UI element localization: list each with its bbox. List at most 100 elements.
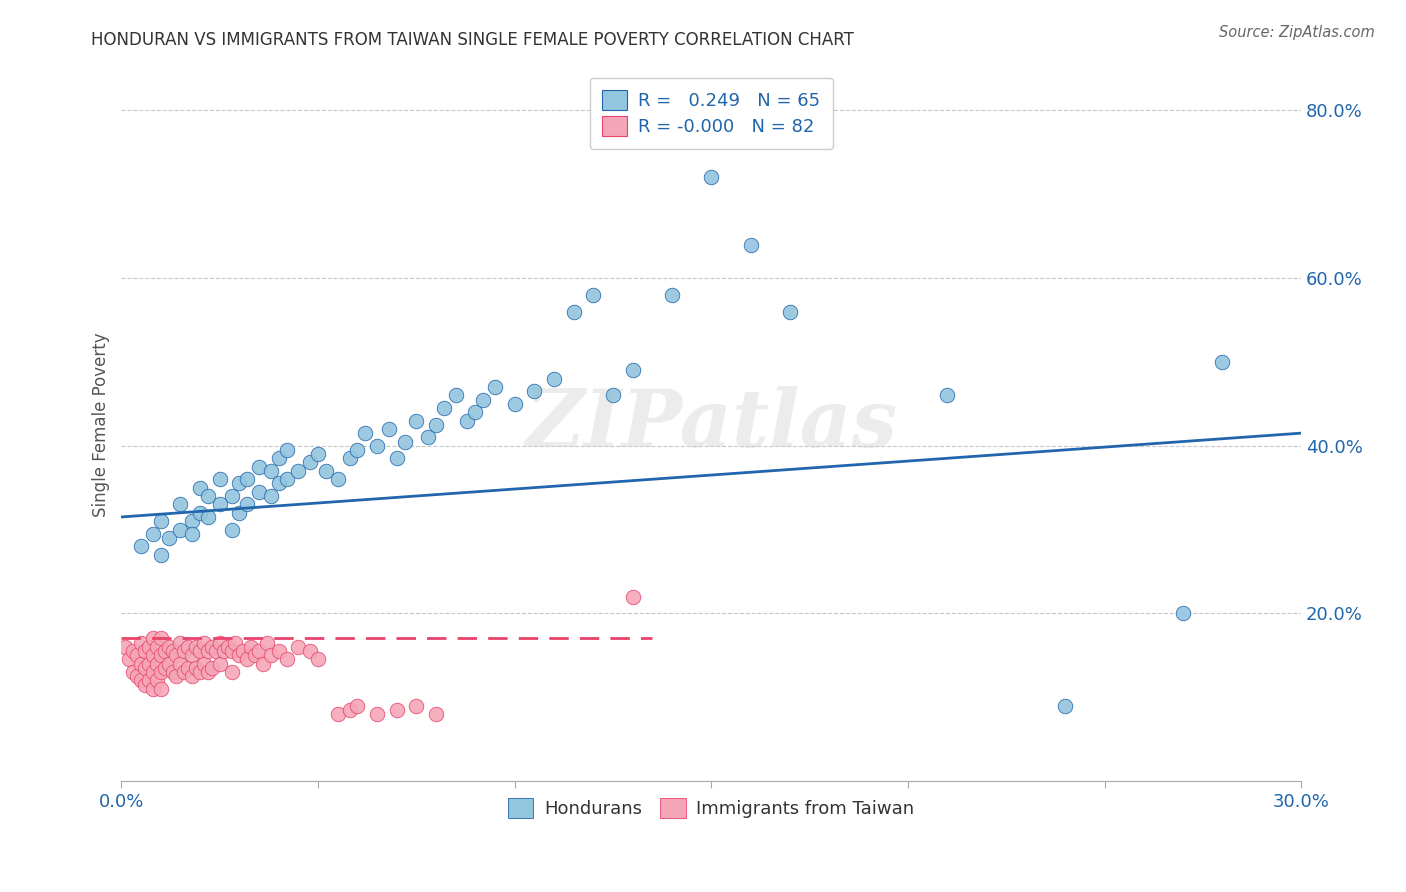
Point [354, 426, 377, 441]
Point [149, 548, 172, 562]
Point [287, 640, 309, 654]
Point [188, 481, 211, 495]
Text: Source: ZipAtlas.com: Source: ZipAtlas.com [1219, 25, 1375, 40]
Text: HONDURAN VS IMMIGRANTS FROM TAIWAN SINGLE FEMALE POVERTY CORRELATION CHART: HONDURAN VS IMMIGRANTS FROM TAIWAN SINGL… [91, 31, 855, 49]
Point [122, 644, 145, 658]
Point [276, 442, 298, 457]
Point [385, 703, 408, 717]
Point [339, 703, 361, 717]
Point [523, 384, 546, 399]
Point [405, 413, 427, 427]
Point [1211, 355, 1233, 369]
Point [157, 640, 180, 654]
Point [153, 644, 176, 658]
Point [134, 677, 156, 691]
Point [221, 644, 243, 658]
Point [740, 237, 762, 252]
Point [188, 644, 211, 658]
Point [188, 665, 211, 679]
Point [299, 644, 322, 658]
Point [405, 698, 427, 713]
Point [129, 673, 152, 688]
Point [243, 648, 266, 663]
Point [456, 413, 478, 427]
Point [212, 644, 235, 658]
Point [208, 636, 231, 650]
Point [193, 636, 215, 650]
Point [201, 640, 224, 654]
Point [236, 497, 259, 511]
Point [146, 640, 169, 654]
Point [936, 388, 959, 402]
Point [418, 430, 440, 444]
Point [162, 665, 184, 679]
Point [204, 644, 226, 658]
Point [153, 661, 176, 675]
Point [142, 526, 165, 541]
Point [260, 648, 283, 663]
Point [228, 476, 250, 491]
Point [142, 632, 165, 646]
Legend: Hondurans, Immigrants from Taiwan: Hondurans, Immigrants from Taiwan [501, 791, 922, 825]
Point [134, 644, 156, 658]
Point [146, 657, 169, 671]
Point [169, 657, 191, 671]
Point [299, 455, 322, 469]
Point [181, 648, 204, 663]
Point [166, 648, 188, 663]
Point [267, 451, 290, 466]
Point [236, 472, 259, 486]
Point [166, 669, 188, 683]
Point [394, 434, 416, 449]
Point [228, 648, 250, 663]
Point [236, 652, 259, 666]
Point [378, 422, 401, 436]
Point [173, 665, 195, 679]
Point [472, 392, 495, 407]
Point [197, 644, 219, 658]
Point [157, 531, 180, 545]
Point [197, 489, 219, 503]
Point [307, 447, 329, 461]
Point [247, 484, 270, 499]
Point [267, 644, 290, 658]
Point [129, 539, 152, 553]
Point [366, 706, 388, 721]
Point [307, 652, 329, 666]
Point [247, 459, 270, 474]
Point [169, 523, 191, 537]
Point [193, 657, 215, 671]
Point [464, 405, 486, 419]
Point [129, 636, 152, 650]
Point [157, 657, 180, 671]
Point [346, 698, 368, 713]
Point [129, 657, 152, 671]
Point [127, 648, 149, 663]
Point [146, 673, 169, 688]
Point [1173, 607, 1195, 621]
Point [134, 661, 156, 675]
Point [118, 652, 141, 666]
Point [260, 489, 283, 503]
Point [385, 451, 408, 466]
Point [346, 442, 368, 457]
Point [315, 464, 337, 478]
Point [142, 681, 165, 696]
Point [188, 506, 211, 520]
Point [201, 661, 224, 675]
Point [366, 439, 388, 453]
Point [1054, 698, 1077, 713]
Point [276, 472, 298, 486]
Point [177, 640, 200, 654]
Point [181, 514, 204, 528]
Point [276, 652, 298, 666]
Point [267, 476, 290, 491]
Point [621, 590, 644, 604]
Point [326, 472, 349, 486]
Point [149, 632, 172, 646]
Point [177, 661, 200, 675]
Point [149, 665, 172, 679]
Point [186, 640, 208, 654]
Point [208, 472, 231, 486]
Point [700, 170, 723, 185]
